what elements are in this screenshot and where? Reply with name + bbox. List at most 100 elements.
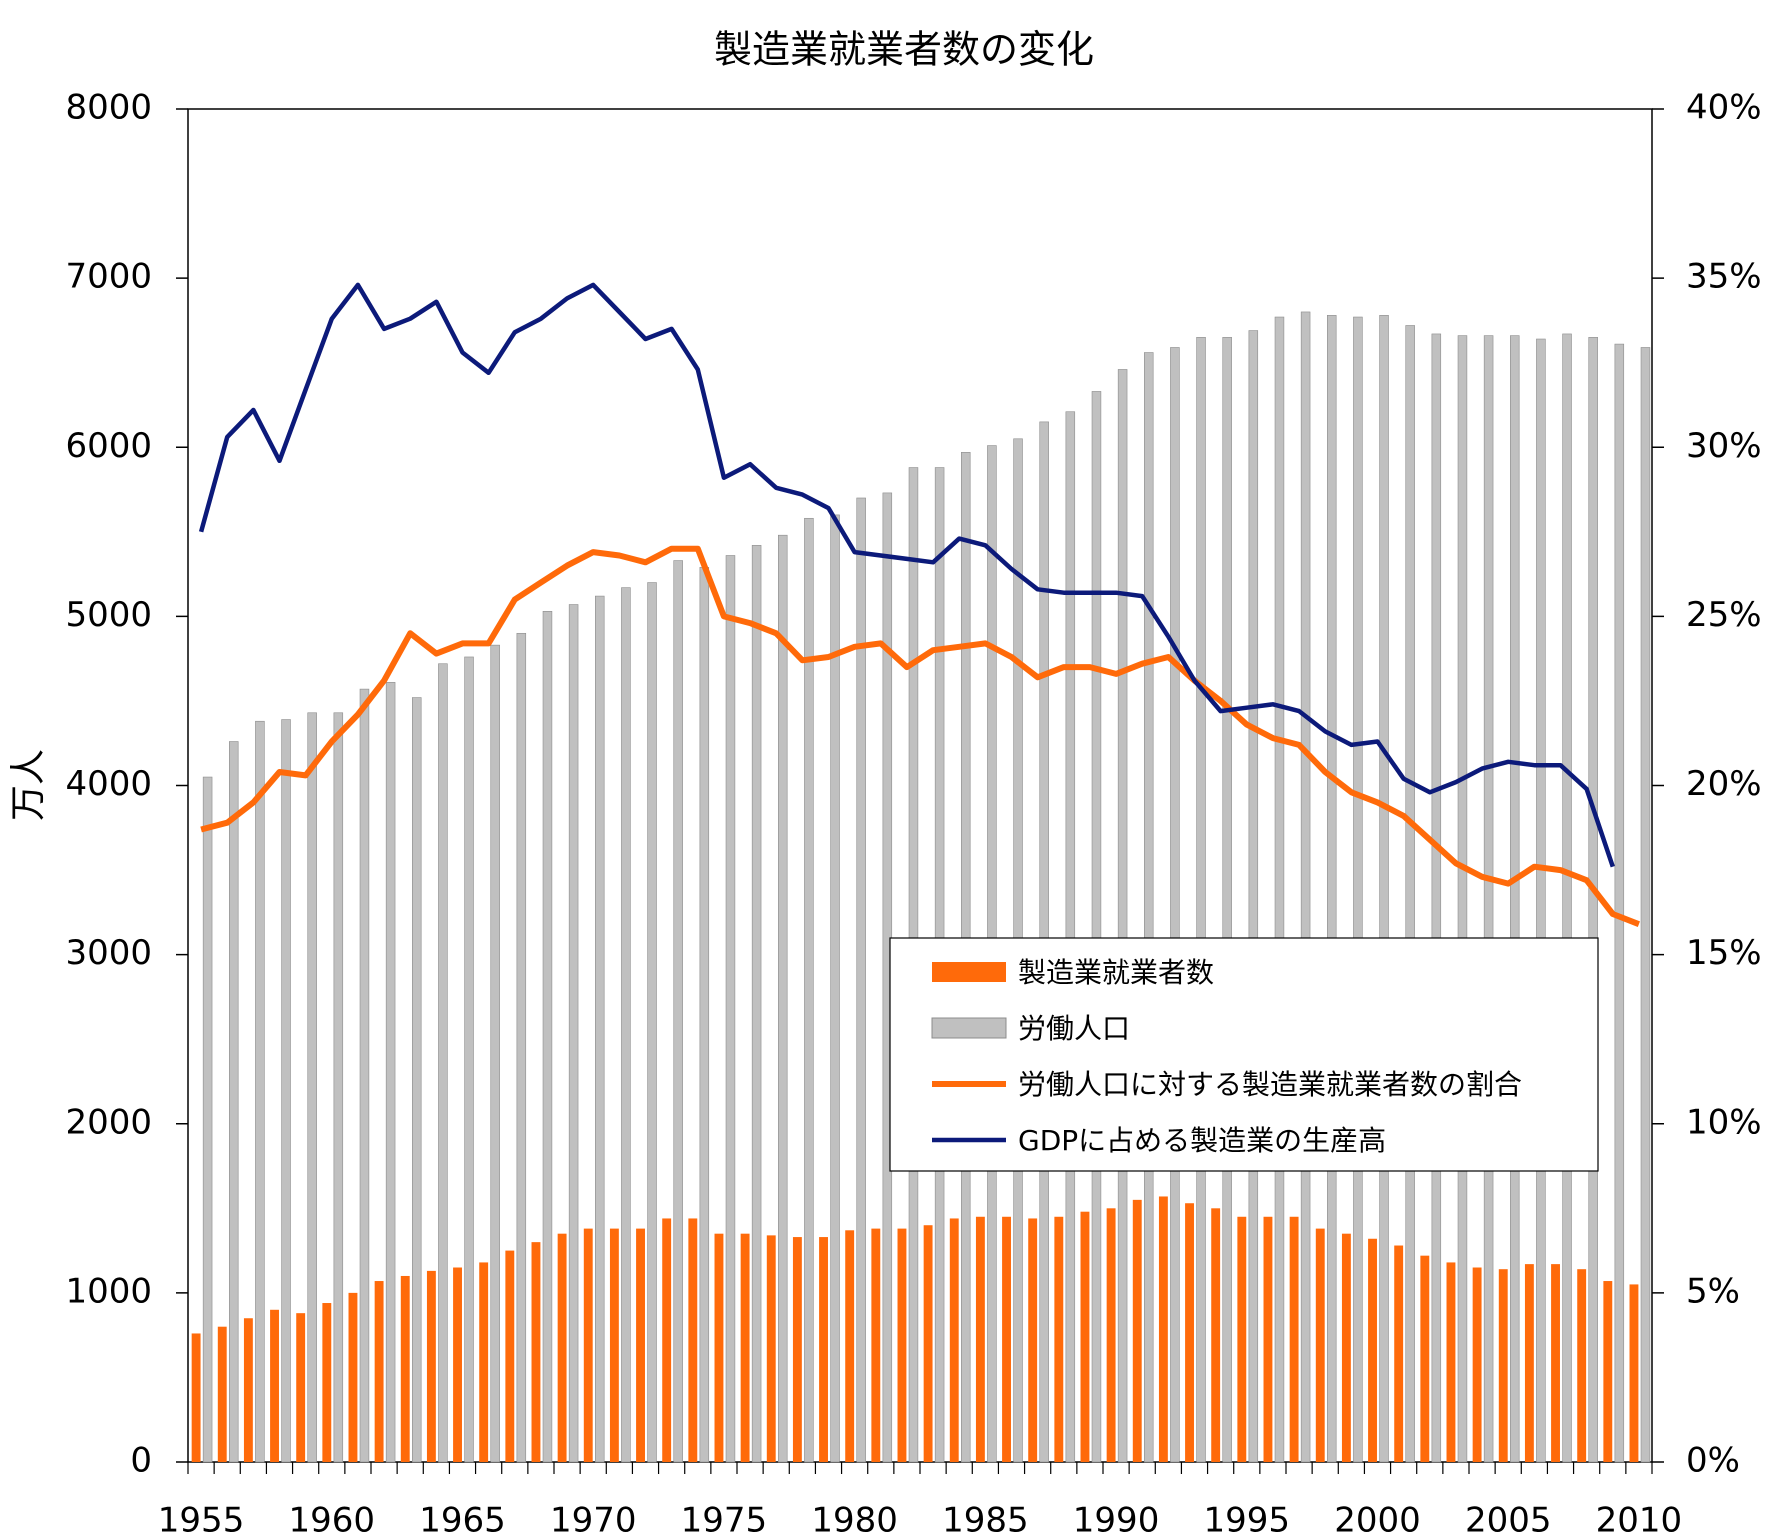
y-tick-label: 6000 [65,426,152,466]
bar [1117,369,1128,1463]
bar [531,1242,541,1462]
bar [714,1233,724,1462]
bar [1170,347,1180,1463]
bar [1028,1218,1038,1462]
bar [542,611,553,1463]
bar [1237,1216,1247,1462]
bar [490,644,500,1463]
bar [1289,1216,1299,1462]
bar [740,1233,750,1462]
x-tick-label: 1995 [1204,1501,1291,1539]
bar [949,1218,959,1462]
bar [1472,1267,1482,1462]
bar [673,560,683,1463]
bar [1327,315,1337,1463]
bar [426,1270,436,1462]
bar [819,1237,828,1462]
bar [923,1225,933,1462]
bar [568,604,579,1463]
bar [191,1333,201,1462]
bar [322,1303,332,1462]
bar [1588,337,1598,1463]
legend-swatch [931,1017,1007,1039]
bar [1640,347,1651,1463]
bar [1524,1264,1534,1462]
bar [1132,1199,1142,1462]
bar [1158,1196,1168,1462]
bar [270,1309,279,1462]
bar [725,555,736,1463]
bar [385,682,396,1463]
bar [609,1228,619,1462]
bar [1577,1269,1587,1462]
bar [792,1237,802,1462]
bar [1394,1245,1404,1462]
bar [804,517,814,1463]
bar [871,1228,881,1462]
bar [699,567,710,1463]
bar [359,688,370,1463]
x-tick-label: 2005 [1465,1501,1552,1539]
bar [1144,352,1154,1463]
bar [412,697,422,1463]
bar [348,1292,358,1462]
bar [1405,325,1415,1463]
bar [1185,1203,1194,1462]
bar [662,1218,672,1462]
bar [464,656,474,1463]
bar [1510,335,1520,1463]
bar [1353,316,1363,1463]
bar [595,595,605,1463]
bar [1457,335,1468,1463]
bar [438,663,448,1463]
legend-label: 労働人口 [1018,1012,1130,1045]
y2-tick-label: 15% [1686,933,1762,973]
bar [333,712,344,1463]
y2-tick-label: 35% [1686,257,1762,297]
bar [636,1228,645,1462]
line [198,282,1615,868]
bar [1446,1262,1456,1462]
bar [897,1228,907,1462]
bar [751,545,762,1463]
x-tick-label: 1965 [419,1501,506,1539]
y-tick-label: 2000 [65,1102,152,1142]
bar [1536,338,1546,1463]
x-tick-label: 2010 [1596,1501,1683,1539]
y2-tick-label: 5% [1686,1271,1740,1311]
bar [453,1267,462,1462]
bar [505,1250,515,1462]
y2-tick-label: 0% [1686,1441,1740,1481]
y2-tick-label: 25% [1686,595,1762,635]
bar [1002,1216,1011,1462]
bar [1603,1281,1613,1462]
bar [516,632,527,1463]
bar [778,534,788,1463]
bar [766,1235,776,1462]
bar [1551,1264,1560,1462]
bar [202,776,213,1463]
bar [307,712,317,1463]
bar [1431,333,1442,1463]
y-tick-label: 4000 [65,764,152,804]
bar [1211,1208,1221,1462]
bar [1629,1284,1639,1462]
bar [1315,1228,1325,1462]
legend-label: GDPに占める製造業の生産高 [1018,1124,1386,1157]
legend-label: 製造業就業者数 [1018,956,1214,989]
bar [479,1262,489,1462]
x-tick-label: 1985 [942,1501,1029,1539]
bar [1368,1238,1377,1462]
x-tick-label: 1960 [289,1501,376,1539]
y-tick-label: 7000 [65,257,152,297]
legend-box [889,937,1599,1172]
bar [845,1230,855,1462]
x-tick-label: 1990 [1073,1501,1160,1539]
bar [1498,1269,1508,1462]
bar [1091,391,1102,1463]
bar [229,741,239,1463]
y2-tick-label: 40% [1686,88,1762,128]
y-tick-label: 3000 [65,933,152,973]
bar [975,1216,985,1462]
